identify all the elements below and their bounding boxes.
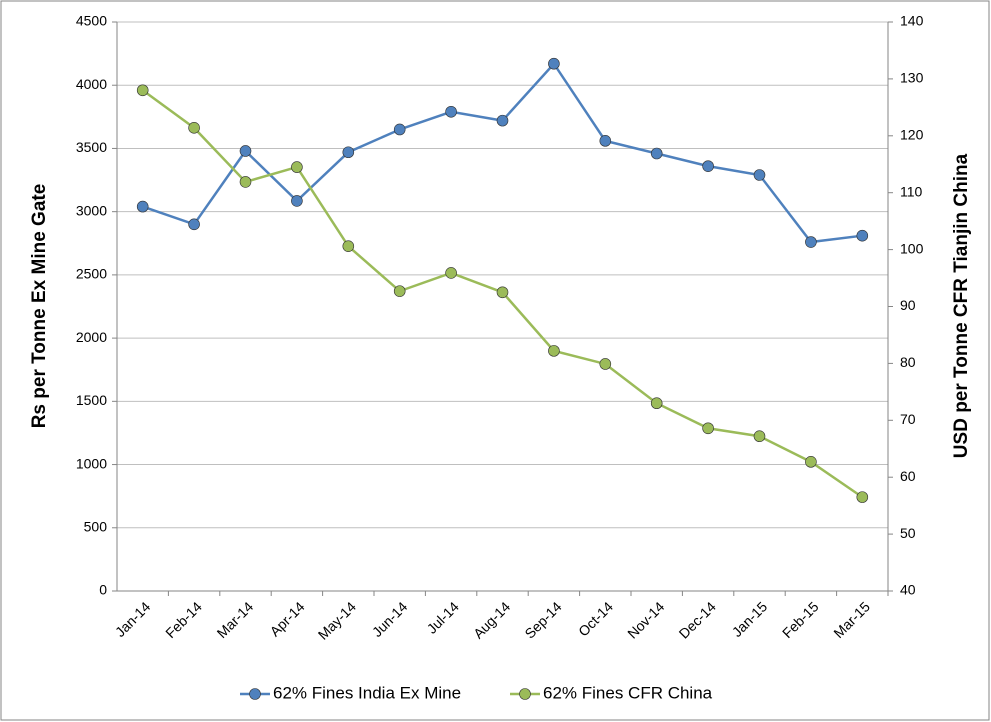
series-marker	[599, 358, 612, 370]
legend-label: 62% Fines CFR China	[543, 683, 713, 702]
series-marker	[445, 267, 457, 279]
series-marker	[702, 422, 714, 435]
series-marker	[805, 456, 817, 468]
series-marker	[136, 200, 149, 213]
series-marker	[856, 229, 869, 242]
series-marker	[599, 135, 612, 147]
series-marker	[496, 286, 509, 299]
series-marker	[548, 345, 560, 357]
y2-tick-label: 100	[900, 240, 924, 256]
series-marker	[445, 105, 457, 118]
y-tick-label: 2000	[76, 329, 107, 345]
y-tick-label: 2500	[76, 266, 107, 282]
legend-label: 62% Fines India Ex Mine	[273, 683, 461, 702]
y2-axis-title: USD per Tonne CFR Tianjin China	[951, 153, 972, 458]
series-marker	[753, 430, 766, 443]
y-tick-label: 4000	[76, 76, 107, 92]
y-tick-label: 0	[99, 582, 107, 598]
series-marker	[136, 84, 149, 97]
y2-tick-label: 50	[900, 525, 916, 541]
series-marker	[650, 397, 663, 410]
series-marker	[496, 114, 509, 127]
legend-marker	[249, 688, 261, 700]
y-tick-label: 4500	[76, 13, 107, 29]
y-tick-label: 3500	[76, 139, 107, 155]
series-marker	[753, 169, 766, 181]
series-marker	[702, 160, 714, 172]
series-marker	[856, 491, 869, 503]
y2-tick-label: 110	[900, 183, 923, 199]
series-marker	[393, 123, 406, 136]
y2-tick-label: 140	[900, 13, 924, 29]
legend-marker	[519, 688, 531, 700]
y2-tick-label: 40	[900, 582, 916, 598]
series-marker	[548, 57, 560, 70]
y2-tick-label: 70	[900, 411, 916, 427]
y2-tick-label: 120	[900, 127, 924, 143]
y2-tick-label: 130	[900, 70, 924, 86]
y2-tick-label: 80	[900, 354, 916, 370]
series-marker	[239, 176, 252, 188]
series-marker	[188, 122, 200, 134]
y-tick-label: 3000	[76, 202, 107, 218]
series-marker	[805, 236, 817, 248]
series-marker	[291, 195, 303, 207]
series-marker	[650, 147, 663, 160]
y-tick-label: 500	[84, 518, 108, 534]
y2-tick-label: 60	[900, 468, 916, 484]
series-marker	[239, 145, 252, 157]
series-marker	[342, 146, 355, 159]
series-marker	[393, 285, 406, 297]
y2-tick-label: 90	[900, 297, 916, 313]
y-tick-label: 1500	[76, 392, 107, 408]
y-tick-label: 1000	[76, 455, 107, 471]
series-marker	[291, 161, 303, 173]
series-marker	[342, 240, 355, 252]
series-marker	[188, 218, 200, 231]
y-axis-title: Rs per Tonne Ex Mine Gate	[29, 184, 50, 429]
